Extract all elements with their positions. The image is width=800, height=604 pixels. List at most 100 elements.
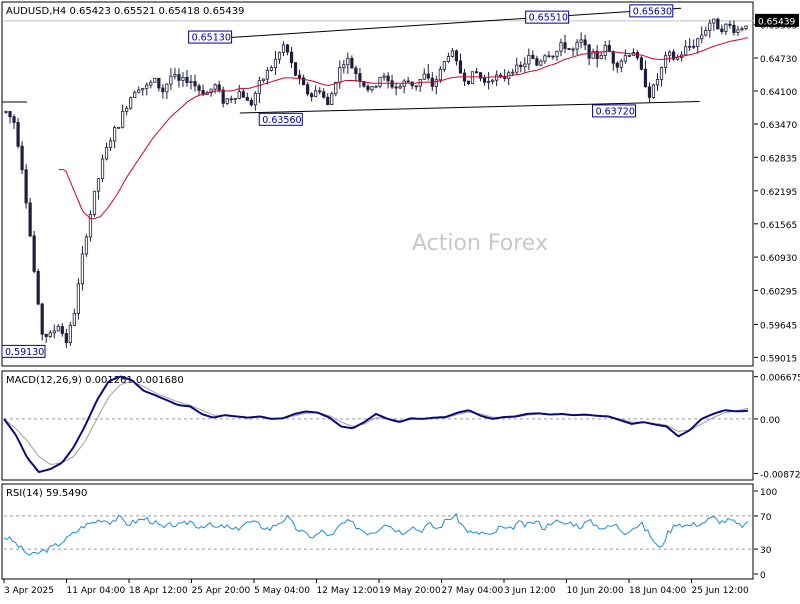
x-tick-label: 18 Apr 12:00 (129, 586, 188, 596)
candle-body (293, 62, 298, 76)
level-label-box (525, 10, 570, 24)
candle-body (281, 44, 286, 53)
candle-body (52, 330, 56, 334)
candle-body (125, 107, 129, 112)
candle-body (189, 81, 193, 83)
candle-body (318, 90, 322, 93)
x-tick-label: 18 Jun 04:00 (629, 586, 686, 596)
candle-body (338, 67, 342, 83)
candle-body (446, 56, 450, 62)
candle-body (342, 64, 346, 68)
candle-body (92, 190, 97, 215)
candle-body (450, 50, 455, 57)
candle-body (100, 158, 105, 179)
price-tick-label: 0.63470 (760, 121, 797, 131)
candle-body (607, 44, 611, 52)
candle-body (149, 81, 153, 86)
candle-body (177, 74, 181, 81)
candle-body (68, 324, 72, 344)
candle-body (426, 73, 430, 79)
candle-body (676, 57, 680, 60)
candle-body (334, 82, 338, 95)
candle-body (285, 44, 290, 53)
price-tick-label: 0.60930 (760, 254, 797, 264)
candle-body (667, 51, 672, 57)
candle-body (265, 70, 270, 80)
candle-body (543, 55, 547, 62)
candle-body (635, 52, 640, 59)
level-label-text: 0.65630 (633, 6, 672, 17)
candle-body (744, 25, 748, 30)
candle-body (28, 202, 32, 237)
candle-body (394, 86, 398, 89)
level-label-text: 0.63560 (262, 115, 301, 126)
candle-body (378, 76, 382, 87)
candle-body (458, 60, 463, 74)
rsi-title: RSI(14) 59.5490 (6, 488, 87, 499)
candle-body (4, 111, 8, 113)
candle-body (511, 71, 515, 74)
candle-body (422, 73, 426, 80)
x-tick-label: 5 May 04:00 (254, 586, 310, 596)
rsi-panel-frame (1, 483, 754, 580)
candle-body (579, 39, 583, 43)
candle-body (12, 116, 16, 123)
x-tick-label: 19 May 20:00 (379, 586, 441, 596)
candle-body (84, 236, 89, 255)
candle-body (217, 84, 221, 91)
candle-body (611, 51, 615, 64)
candle-body (241, 91, 245, 98)
rsi-group: 100 70 30 0 (3, 488, 777, 581)
price-tick-label: 0.59645 (760, 321, 797, 331)
level-label-text: 0.63720 (596, 106, 635, 117)
candle-body (326, 96, 330, 105)
candle-body (197, 85, 201, 91)
candle-body (56, 326, 60, 332)
watermark: Action Forex (412, 231, 548, 256)
price-tick-label: 0.62835 (760, 154, 797, 164)
level-label-group: 0.59130 0.65130 0.63560 0.65510 0.63720 0.656… (1, 4, 674, 358)
candle-body (330, 93, 334, 105)
candle-body (225, 98, 229, 104)
trendline-group (213, 7, 700, 114)
rsi-tick-label: 30 (760, 546, 772, 556)
candle-body (249, 99, 253, 106)
candle-body (627, 54, 631, 57)
candle-body (724, 23, 728, 32)
level-label-box (592, 104, 637, 118)
candle-body (141, 87, 145, 91)
candle-body (559, 42, 563, 52)
candle-body (104, 147, 109, 160)
candle-body (44, 333, 48, 337)
candle-body (245, 96, 249, 101)
candle-body (165, 83, 169, 93)
candle-body (587, 44, 591, 59)
level-label-box (258, 112, 303, 126)
candle-body (209, 88, 213, 94)
candle-body (173, 74, 177, 77)
candle-body (643, 68, 648, 88)
candle-body (72, 312, 76, 326)
candle-body (322, 91, 326, 98)
candle-body (374, 85, 378, 88)
candle-body (563, 42, 567, 49)
moving-average-group (58, 37, 749, 220)
price-tick-label: 0.60295 (760, 287, 797, 297)
candle-body (169, 75, 173, 85)
candle-body (36, 270, 40, 305)
candle-body (438, 68, 442, 81)
candle-body (16, 121, 20, 147)
candle-body (720, 28, 724, 32)
candlestick-series (4, 17, 748, 348)
macd-title: MACD(12,26,9) 0.001261 0.001680 (6, 375, 184, 386)
candle-body (306, 84, 310, 95)
candle-body (193, 81, 197, 87)
macd-tick-label: -0.008724 (760, 470, 800, 480)
candle-body (137, 89, 141, 93)
candle-body (257, 80, 261, 94)
candle-body (535, 58, 539, 66)
candle-body (221, 89, 225, 104)
candle-body (273, 58, 278, 68)
candle-body (527, 54, 531, 65)
